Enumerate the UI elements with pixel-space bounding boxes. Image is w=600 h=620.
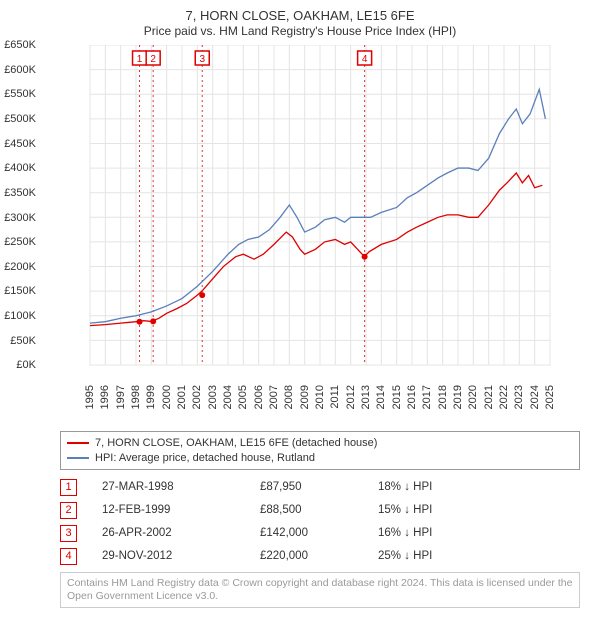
y-tick-label: £250K [4,236,36,248]
x-tick-label: 2009 [299,385,311,413]
event-date: 12-FEB-1999 [102,499,260,522]
x-tick-label: 2018 [437,385,449,413]
x-tick-label: 2008 [283,385,295,413]
legend-swatch-blue [67,457,89,459]
event-delta: 15% ↓ HPI [378,499,580,522]
legend: 7, HORN CLOSE, OAKHAM, LE15 6FE (detache… [60,431,580,470]
event-price: £220,000 [260,545,378,568]
svg-text:3: 3 [199,54,205,65]
x-tick-label: 2015 [391,385,403,413]
y-tick-label: £100K [4,310,36,322]
x-tick-label: 2002 [191,385,203,413]
event-date: 26-APR-2002 [102,522,260,545]
x-tick-label: 2007 [268,385,280,413]
title-line-2: Price paid vs. HM Land Registry's House … [10,24,590,39]
x-tick-label: 2025 [544,385,556,413]
x-tick-label: 2010 [314,385,326,413]
x-tick-label: 2006 [253,385,265,413]
title-line-1: 7, HORN CLOSE, OAKHAM, LE15 6FE [10,8,590,24]
x-tick-label: 2000 [161,385,173,413]
legend-row: HPI: Average price, detached house, Rutl… [67,451,573,465]
event-marker-box: 4 [60,548,77,565]
y-tick-label: £450K [4,138,36,150]
event-row: 1 27-MAR-1998 £87,950 18% ↓ HPI [60,476,580,499]
event-row: 4 29-NOV-2012 £220,000 25% ↓ HPI [60,545,580,568]
x-tick-label: 2017 [421,385,433,413]
price-chart: 1234£0K£50K£100K£150K£200K£250K£300K£350… [40,45,560,385]
event-row: 2 12-FEB-1999 £88,500 15% ↓ HPI [60,499,580,522]
y-tick-label: £550K [4,88,36,100]
x-tick-label: 2012 [345,385,357,413]
legend-row: 7, HORN CLOSE, OAKHAM, LE15 6FE (detache… [67,436,573,450]
x-tick-label: 1999 [145,385,157,413]
x-tick-label: 2005 [237,385,249,413]
y-tick-label: £50K [10,335,36,347]
x-tick-label: 2024 [529,385,541,413]
x-tick-label: 2016 [406,385,418,413]
x-tick-label: 1995 [84,385,96,413]
event-price: £142,000 [260,522,378,545]
x-tick-label: 2023 [513,385,525,413]
y-tick-label: £300K [4,212,36,224]
event-marker-box: 2 [60,502,77,519]
x-tick-label: 2004 [222,385,234,413]
event-delta: 25% ↓ HPI [378,545,580,568]
x-tick-label: 2020 [467,385,479,413]
x-tick-label: 2014 [375,385,387,413]
event-marker-box: 1 [60,479,77,496]
y-tick-label: £500K [4,113,36,125]
event-price: £87,950 [260,476,378,499]
x-tick-label: 2013 [360,385,372,413]
event-date: 29-NOV-2012 [102,545,260,568]
event-row: 3 26-APR-2002 £142,000 16% ↓ HPI [60,522,580,545]
footer-note: Contains HM Land Registry data © Crown c… [60,572,580,608]
x-tick-label: 2019 [452,385,464,413]
y-tick-label: £400K [4,162,36,174]
x-tick-label: 2003 [207,385,219,413]
event-delta: 16% ↓ HPI [378,522,580,545]
x-tick-label: 2001 [176,385,188,413]
event-marker-box: 3 [60,525,77,542]
x-tick-label: 2021 [483,385,495,413]
x-tick-label: 1998 [130,385,142,413]
event-price: £88,500 [260,499,378,522]
event-table: 1 27-MAR-1998 £87,950 18% ↓ HPI 2 12-FEB… [60,476,580,568]
svg-text:4: 4 [362,54,368,65]
y-tick-label: £350K [4,187,36,199]
svg-text:2: 2 [150,54,156,65]
y-tick-label: £150K [4,285,36,297]
x-tick-label: 1997 [115,385,127,413]
x-tick-label: 2022 [498,385,510,413]
x-tick-label: 2011 [329,385,341,413]
event-delta: 18% ↓ HPI [378,476,580,499]
legend-swatch-red [67,442,89,444]
legend-label: HPI: Average price, detached house, Rutl… [95,451,315,465]
y-tick-label: £600K [4,64,36,76]
y-tick-label: £650K [4,39,36,51]
y-tick-label: £200K [4,261,36,273]
event-date: 27-MAR-1998 [102,476,260,499]
legend-label: 7, HORN CLOSE, OAKHAM, LE15 6FE (detache… [95,436,377,450]
y-tick-label: £0K [16,359,36,371]
svg-text:1: 1 [137,54,143,65]
x-tick-label: 1996 [99,385,111,413]
